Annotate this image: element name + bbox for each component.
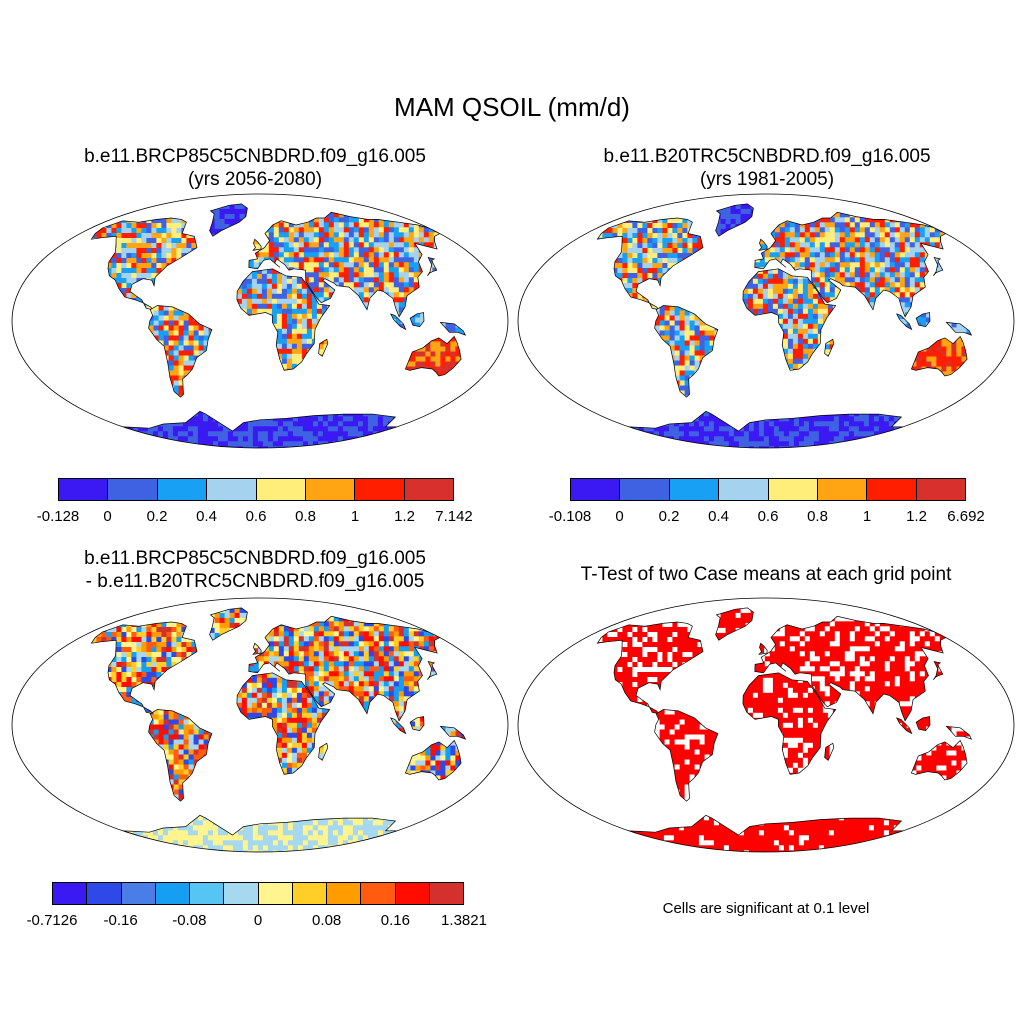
panel1-title: b.e11.BRCP85C5CNBDRD.f09_g16.005 (yrs 20… <box>40 145 470 191</box>
figure-title: MAM QSOIL (mm/d) <box>394 92 630 122</box>
colorbar-swatch <box>768 479 818 500</box>
colorbar-tick-label: 0 <box>253 912 263 929</box>
colorbar-tick-label: -0.08 <box>172 912 207 929</box>
panel1-colorbar <box>58 478 454 501</box>
panel4-title-line1: T-Test of two Case means at each grid po… <box>580 564 952 585</box>
colorbar-tick-label: 1 <box>862 508 872 525</box>
colorbar-tick-label: 0.2 <box>658 508 680 525</box>
colorbar-tick-label: 0.8 <box>807 508 828 525</box>
panel2-colorbar-labels: -0.108 0 0.2 0.4 0.6 0.8 1 1.2 6.692 <box>549 508 985 528</box>
colorbar-swatch <box>719 479 769 500</box>
panel2-world-map <box>517 193 1015 449</box>
colorbar-swatch <box>395 883 430 904</box>
colorbar-tick-label: 0.4 <box>708 508 729 525</box>
colorbar-swatch <box>571 479 621 500</box>
colorbar-swatch <box>190 883 225 904</box>
map-boundary <box>11 193 509 449</box>
colorbar-tick-label: -0.7126 <box>26 912 78 929</box>
panel3-colorbar <box>52 882 464 905</box>
panel3-title-line2: - b.e11.B20TRC5CNBDRD.f09_g16.005 <box>85 571 425 592</box>
significance-note: Cells are significant at 0.1 level <box>662 900 870 917</box>
colorbar-tick-label: 0.2 <box>146 508 168 525</box>
colorbar-tick-label: 0.16 <box>380 912 410 929</box>
panel1-world-map <box>11 193 509 449</box>
panel4-world-map <box>517 597 1015 853</box>
colorbar-tick-label: -0.128 <box>36 508 80 525</box>
colorbar-swatch <box>87 883 122 904</box>
colorbar-swatch <box>121 883 156 904</box>
panel2-title: b.e11.B20TRC5CNBDRD.f09_g16.005 (yrs 198… <box>552 145 982 191</box>
colorbar-tick-label: 0.8 <box>295 508 316 525</box>
colorbar-tick-label: 0.4 <box>196 508 217 525</box>
colorbar-swatch <box>258 883 293 904</box>
panel2-title-line2: (yrs 1981-2005) <box>699 169 835 190</box>
colorbar-tick-label: -0.16 <box>103 912 138 929</box>
colorbar-swatch <box>256 479 306 500</box>
colorbar-swatch <box>292 883 327 904</box>
panel3-colorbar-labels: -0.7126 -0.16 -0.08 0 0.08 0.16 1.3821 <box>27 912 487 932</box>
colorbar-tick-label: 7.142 <box>435 508 473 525</box>
colorbar-swatch <box>59 479 109 500</box>
colorbar-tick-label: 0 <box>103 508 112 525</box>
colorbar-tick-label: 0.6 <box>245 508 267 525</box>
panel3-title: b.e11.BRCP85C5CNBDRD.f09_g16.005 - b.e11… <box>40 547 470 593</box>
colorbar-swatch <box>305 479 356 500</box>
colorbar-swatch <box>916 479 965 500</box>
panel2-title-line1: b.e11.B20TRC5CNBDRD.f09_g16.005 <box>603 146 931 167</box>
colorbar-swatch <box>108 479 158 500</box>
colorbar-swatch <box>207 479 257 500</box>
map-boundary <box>517 597 1015 853</box>
colorbar-swatch <box>157 479 208 500</box>
colorbar-tick-label: 1.2 <box>394 508 415 525</box>
colorbar-tick-label: 1 <box>350 508 360 525</box>
colorbar-swatch <box>155 883 190 904</box>
colorbar-swatch <box>327 883 362 904</box>
panel3-world-map <box>11 597 509 853</box>
colorbar-tick-label: 1.2 <box>906 508 927 525</box>
panel2-colorbar <box>570 478 966 501</box>
colorbar-tick-label: 0.6 <box>757 508 779 525</box>
colorbar-tick-label: 6.692 <box>947 508 985 525</box>
colorbar-swatch <box>224 883 259 904</box>
colorbar-swatch <box>355 479 405 500</box>
map-boundary <box>11 597 509 853</box>
panel4-title: T-Test of two Case means at each grid po… <box>516 563 1016 586</box>
map-boundary <box>517 193 1015 449</box>
colorbar-swatch <box>361 883 396 904</box>
panel3-title-line1: b.e11.BRCP85C5CNBDRD.f09_g16.005 <box>84 548 426 569</box>
colorbar-swatch <box>620 479 670 500</box>
colorbar-tick-label: 0 <box>615 508 624 525</box>
colorbar-swatch <box>53 883 88 904</box>
colorbar-tick-label: 1.3821 <box>441 912 487 929</box>
panel1-title-line1: b.e11.BRCP85C5CNBDRD.f09_g16.005 <box>84 146 426 167</box>
colorbar-swatch <box>669 479 720 500</box>
colorbar-swatch <box>817 479 868 500</box>
panel1-title-line2: (yrs 2056-2080) <box>187 169 323 190</box>
colorbar-tick-label: -0.108 <box>548 508 592 525</box>
colorbar-swatch <box>429 883 463 904</box>
colorbar-tick-label: 0.08 <box>312 912 342 929</box>
colorbar-swatch <box>867 479 917 500</box>
colorbar-swatch <box>404 479 453 500</box>
panel1-colorbar-labels: -0.128 0 0.2 0.4 0.6 0.8 1 1.2 7.142 <box>37 508 473 528</box>
